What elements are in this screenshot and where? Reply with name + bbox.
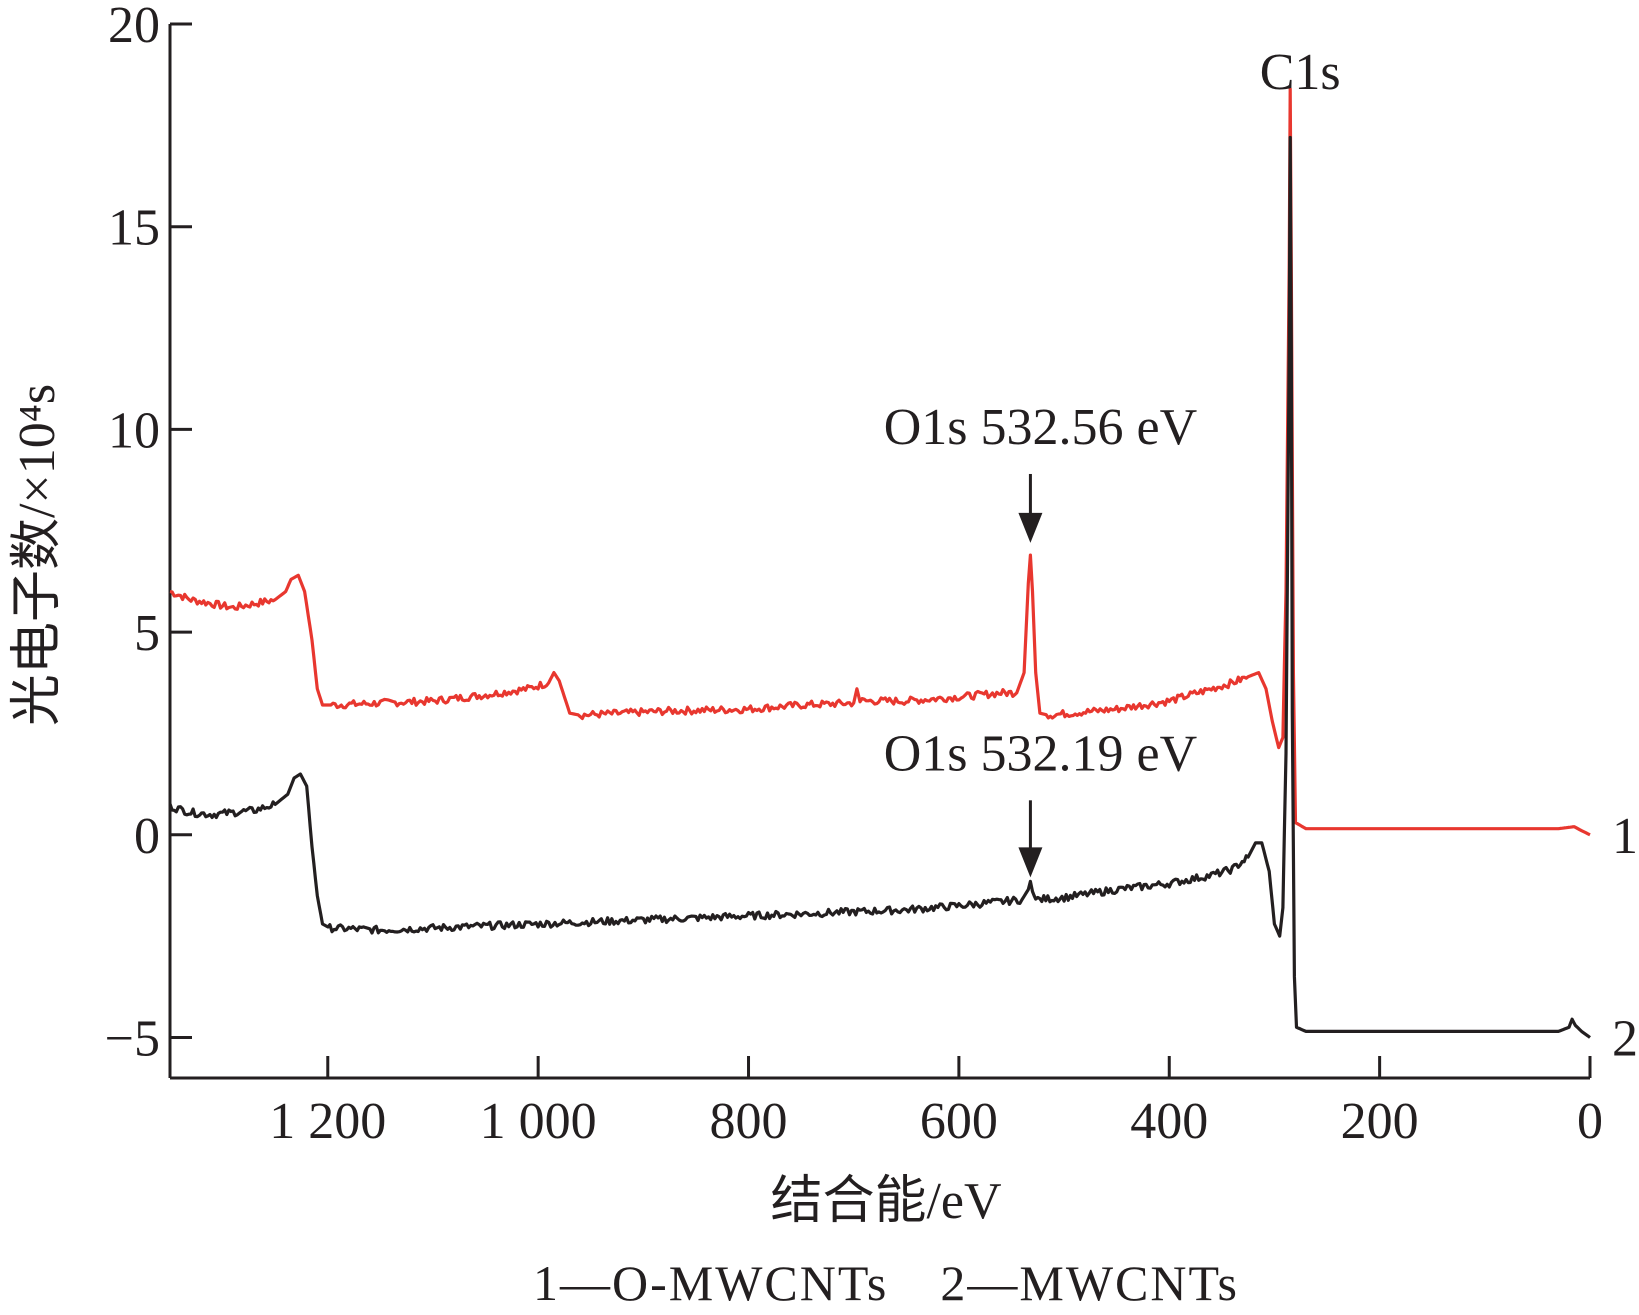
y-tick-label: 0 bbox=[134, 808, 160, 865]
annotation-label: O1s 532.19 eV bbox=[884, 725, 1197, 782]
series-2-label: 2 bbox=[1612, 1010, 1638, 1067]
y-axis: 20 15 10 5 0 −5 bbox=[105, 0, 192, 1078]
x-tick-label: 200 bbox=[1341, 1093, 1419, 1150]
annotation-layer: C1s O1s 532.56 eV O1s 532.19 eV bbox=[884, 44, 1341, 878]
series-1-label: 1 bbox=[1612, 808, 1638, 865]
x-tick-label: 1 000 bbox=[480, 1093, 597, 1150]
annotation-arrow-head bbox=[1018, 847, 1043, 878]
x-axis-title: 结合能/eV bbox=[770, 1173, 1001, 1230]
y-tick-label: −5 bbox=[105, 1010, 160, 1067]
figure-caption: 1—O-MWCNTs 2—MWCNTs bbox=[533, 1255, 1239, 1311]
x-tick-label: 800 bbox=[710, 1093, 788, 1150]
series-layer: 12 bbox=[168, 87, 1638, 1067]
x-tick-label: 600 bbox=[920, 1093, 998, 1150]
annotation-arrow-head bbox=[1018, 512, 1043, 543]
series-2-line bbox=[168, 135, 1591, 1039]
x-tick-label: 400 bbox=[1130, 1093, 1208, 1150]
y-tick-label: 5 bbox=[134, 605, 160, 662]
y-tick-label: 20 bbox=[108, 0, 160, 54]
x-axis: 1 200 1 000 800 600 400 200 0 bbox=[170, 1056, 1603, 1150]
series-1-line bbox=[169, 87, 1591, 837]
annotation-label: O1s 532.56 eV bbox=[884, 399, 1197, 456]
y-tick-label: 10 bbox=[108, 402, 160, 459]
y-axis-title: 光电子数/×10⁴s bbox=[9, 384, 66, 726]
y-tick-label: 15 bbox=[108, 200, 160, 257]
annotation-label: C1s bbox=[1260, 44, 1341, 101]
x-tick-label: 1 200 bbox=[269, 1093, 386, 1150]
x-tick-label: 0 bbox=[1577, 1093, 1603, 1150]
